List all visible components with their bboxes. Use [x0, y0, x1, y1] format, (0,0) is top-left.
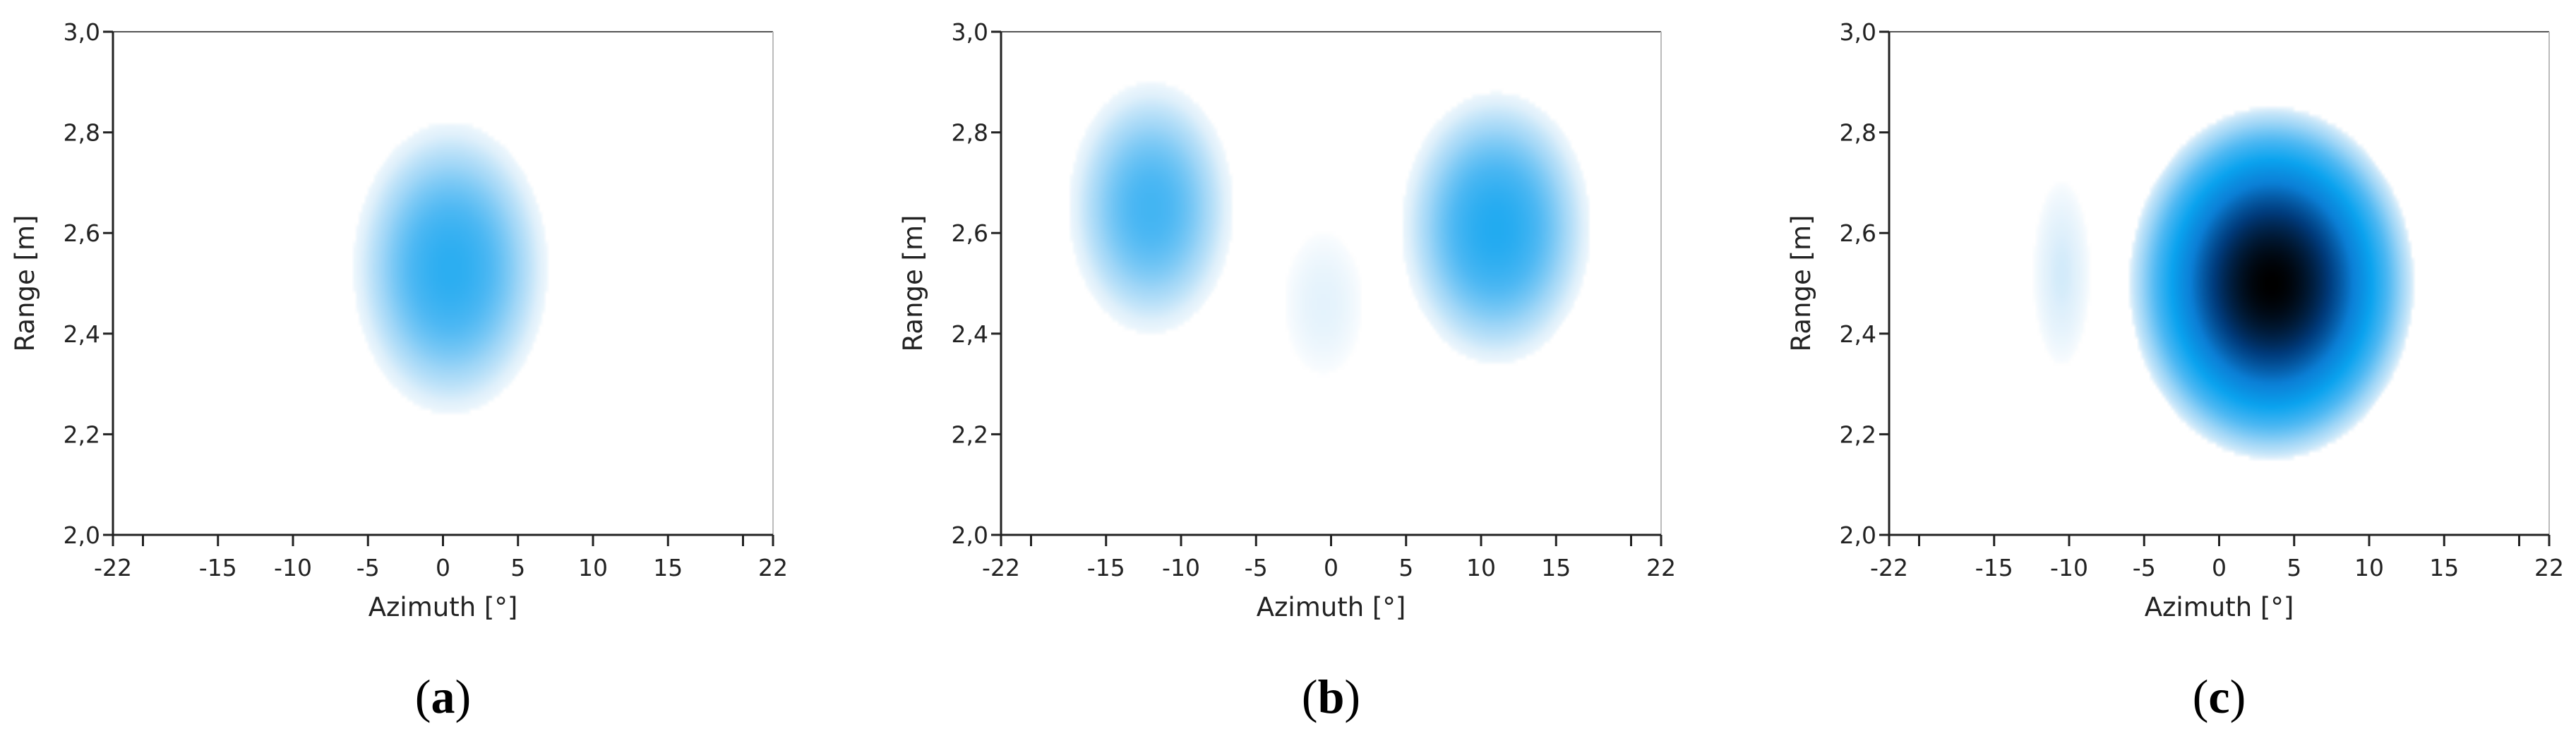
- x-tick-label: 0: [2212, 554, 2227, 581]
- y-tick-label: 2,8: [64, 119, 100, 147]
- x-tick-label: 10: [1466, 554, 1496, 581]
- x-tick-label: 15: [653, 554, 683, 581]
- heatmap-image: [113, 32, 773, 535]
- x-axis-label: Azimuth [°]: [2145, 592, 2294, 622]
- y-tick-label: 2,0: [952, 521, 988, 549]
- x-tick-label: -22: [982, 554, 1020, 581]
- y-tick-label: 2,2: [952, 421, 988, 448]
- panel-caption: (c): [2193, 670, 2246, 723]
- x-axis-label: Azimuth [°]: [369, 592, 518, 622]
- y-axis-label: Range [m]: [1786, 215, 1816, 352]
- y-tick-label: 3,0: [64, 18, 100, 46]
- y-tick-label: 2,8: [1840, 119, 1876, 147]
- caption-open: (: [1302, 670, 1318, 723]
- panel-a: 2,0 2,2 2,4 2,6 2,8 3,0 -22 -15 -10 -5 0 5 10 15 22 Azi…: [0, 0, 858, 736]
- y-tick-label: 2,0: [1840, 521, 1876, 549]
- x-tick-label: 5: [2287, 554, 2301, 581]
- x-tick-label: 10: [2354, 554, 2384, 581]
- x-tick-label: -5: [1245, 554, 1268, 581]
- caption-close: ): [2230, 670, 2246, 723]
- y-tick-label: 3,0: [952, 18, 988, 46]
- y-tick-label: 2,8: [952, 119, 988, 147]
- heatmap-image: [1889, 32, 2549, 535]
- x-tick-label: 22: [2534, 554, 2564, 581]
- x-tick-label: 0: [436, 554, 450, 581]
- x-tick-label: -22: [94, 554, 132, 581]
- x-tick-label: 15: [1541, 554, 1571, 581]
- x-tick-label: -10: [1162, 554, 1200, 581]
- panel-caption: (a): [415, 670, 471, 723]
- x-tick-label: -15: [1087, 554, 1125, 581]
- y-axis-label: Range [m]: [898, 215, 928, 352]
- y-tick-label: 2,6: [64, 219, 100, 247]
- x-tick-label: 15: [2429, 554, 2459, 581]
- y-tick-label: 2,2: [1840, 421, 1876, 448]
- chart-svg: 2,0 2,2 2,4 2,6 2,8 3,0 -22 -15 -10 -5 0 5 10 15 22 Azi…: [1786, 18, 2564, 723]
- x-tick-label: 22: [1646, 554, 1676, 581]
- chart-svg: 2,0 2,2 2,4 2,6 2,8 3,0 -22 -15 -10 -5 0 5 10 15 22 Azi…: [898, 18, 1676, 723]
- caption-letter: b: [1318, 670, 1345, 723]
- x-tick-label: -15: [1975, 554, 2013, 581]
- panel-b: 2,0 2,2 2,4 2,6 2,8 3,0 -22 -15 -10 -5 0 5 10 15 22 Azi…: [888, 0, 1747, 736]
- y-tick-label: 2,2: [64, 421, 100, 448]
- x-tick-label: -10: [274, 554, 312, 581]
- y-axis-label: Range [m]: [10, 215, 40, 352]
- heatmap-image: [1001, 32, 1661, 535]
- panel-c: 2,0 2,2 2,4 2,6 2,8 3,0 -22 -15 -10 -5 0 5 10 15 22 Azi…: [1776, 0, 2576, 736]
- caption-open: (: [415, 670, 431, 723]
- y-tick-label: 2,4: [64, 320, 100, 348]
- x-tick-label: 22: [758, 554, 788, 581]
- x-tick-label: -15: [199, 554, 237, 581]
- caption-letter: a: [431, 670, 455, 723]
- caption-open: (: [2193, 670, 2209, 723]
- x-tick-label: -5: [357, 554, 380, 581]
- x-tick-label: -22: [1870, 554, 1908, 581]
- x-axis-label: Azimuth [°]: [1257, 592, 1406, 622]
- y-tick-label: 2,0: [64, 521, 100, 549]
- caption-close: ): [1344, 670, 1360, 723]
- chart-svg: 2,0 2,2 2,4 2,6 2,8 3,0 -22 -15 -10 -5 0 5 10 15 22 Azi…: [10, 18, 788, 723]
- y-tick-label: 2,4: [952, 320, 988, 348]
- y-tick-label: 3,0: [1840, 18, 1876, 46]
- panel-caption: (b): [1302, 670, 1360, 723]
- x-tick-label: -5: [2133, 554, 2156, 581]
- x-tick-label: 5: [1398, 554, 1413, 581]
- x-tick-label: 5: [510, 554, 525, 581]
- x-tick-label: -10: [2050, 554, 2088, 581]
- caption-close: ): [455, 670, 472, 723]
- x-tick-label: 10: [578, 554, 608, 581]
- y-tick-label: 2,4: [1840, 320, 1876, 348]
- caption-letter: c: [2208, 670, 2229, 723]
- y-tick-label: 2,6: [1840, 219, 1876, 247]
- y-tick-label: 2,6: [952, 219, 988, 247]
- x-tick-label: 0: [1324, 554, 1338, 581]
